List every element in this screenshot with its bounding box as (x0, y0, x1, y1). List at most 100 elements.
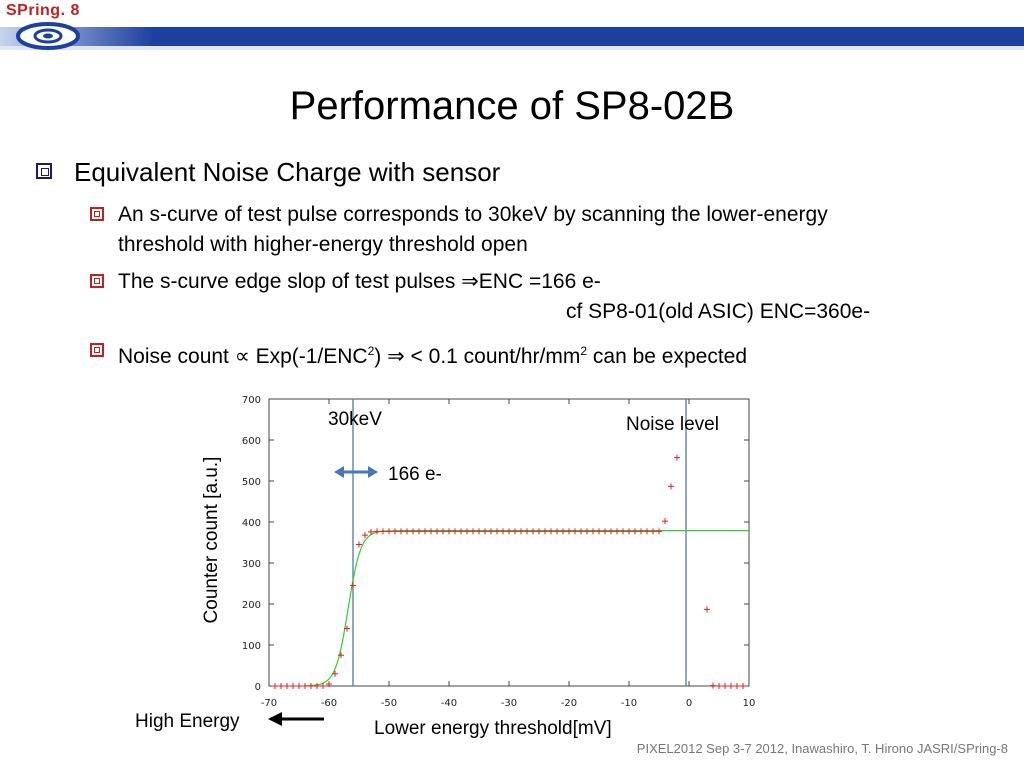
data-point (566, 528, 572, 535)
data-point (386, 528, 392, 535)
data-point (512, 528, 518, 535)
y-tick-label: 300 (242, 559, 261, 570)
y-tick-label: 400 (242, 518, 261, 529)
sub-bullet-box-icon (90, 207, 104, 221)
data-point (632, 528, 638, 535)
data-point (548, 528, 554, 535)
data-point (716, 683, 722, 689)
data-point (554, 528, 560, 535)
x-tick-label: -50 (381, 698, 397, 709)
logo-text: SPring. 8 (6, 2, 80, 19)
label-30kev: 30keV (328, 409, 382, 430)
x-tick-label: -10 (621, 698, 637, 709)
spring8-logo: SPring. 8 (4, 0, 90, 50)
data-point (410, 528, 416, 535)
data-point (488, 528, 494, 535)
data-point (578, 528, 584, 535)
data-point (392, 528, 398, 535)
y-tick-label: 200 (242, 600, 261, 611)
data-point (326, 680, 332, 687)
data-point (290, 683, 296, 689)
y-axis-label: Counter count [a.u.] (201, 456, 222, 624)
y-tick-label: 100 (242, 641, 261, 652)
data-point (350, 582, 356, 589)
sub-bullet-text-line1: An s-curve of test pulse corresponds to … (118, 203, 828, 226)
data-point (296, 683, 302, 689)
left-arrow-icon (268, 712, 324, 726)
data-point (320, 683, 326, 689)
data-point (494, 528, 500, 535)
data-point (704, 606, 710, 613)
data-point (722, 683, 728, 689)
data-point (272, 683, 278, 689)
data-point (434, 528, 440, 535)
x-tick-label: 10 (743, 698, 756, 709)
data-point (530, 528, 536, 535)
data-point (518, 528, 524, 535)
data-point (446, 528, 452, 535)
data-point (638, 528, 644, 535)
data-point (482, 528, 488, 535)
data-point (398, 528, 404, 535)
data-point (308, 683, 314, 689)
data-point (584, 528, 590, 535)
data-point (710, 682, 716, 689)
sub-bullet-text-line2: threshold with higher-energy threshold o… (118, 233, 528, 256)
data-point (590, 528, 596, 535)
data-point (536, 528, 542, 535)
x-axis-label: Lower energy threshold[mV] (374, 718, 612, 739)
data-point (560, 528, 566, 535)
x-tick-label: -70 (261, 698, 277, 709)
x-tick-label: -60 (321, 698, 337, 709)
data-point (332, 670, 338, 677)
x-tick-label: -20 (561, 698, 577, 709)
x-tick-label: 0 (686, 698, 692, 709)
slide-title: Performance of SP8-02B (289, 84, 735, 128)
data-point (620, 528, 626, 535)
plot-frame (268, 398, 750, 687)
spring8-logo-mark (16, 22, 80, 50)
data-point (338, 652, 344, 659)
data-point (656, 528, 662, 535)
bullet-box-icon (36, 163, 52, 179)
data-point (644, 528, 650, 535)
data-point (674, 454, 680, 461)
y-tick-label: 500 (242, 477, 261, 488)
sub-bullet-text: Noise count ∝ Exp(-1/ENC2) ⇒ < 0.1 count… (118, 344, 748, 368)
data-point (464, 528, 470, 535)
data-point (740, 683, 746, 689)
data-point (572, 528, 578, 535)
data-point (500, 528, 506, 535)
data-point (284, 683, 290, 689)
label-noise-level: Noise level (626, 414, 719, 435)
bullet-text: Equivalent Noise Charge with sensor (74, 157, 501, 187)
data-point (476, 528, 482, 535)
data-point (344, 625, 350, 632)
data-point (362, 532, 368, 539)
data-point (422, 528, 428, 535)
footer-citation: PIXEL2012 Sep 3-7 2012, Inawashiro, T. H… (636, 741, 1008, 756)
data-point (506, 528, 512, 535)
label-high-energy: High Energy (135, 711, 240, 732)
data-point (278, 683, 284, 689)
data-point (602, 528, 608, 535)
x-tick-label: -40 (441, 698, 457, 709)
s-curve-chart: -70 -60 -50 -40 -30 -20 -10 0 100100200300400500… (242, 395, 756, 709)
sub-bullet-text-line1: The s-curve edge slop of test pulses ⇒EN… (118, 270, 601, 293)
x-tick-label: -30 (501, 698, 517, 709)
data-point (368, 528, 374, 535)
data-point (458, 528, 464, 535)
data-point (668, 483, 674, 490)
data-point (728, 683, 734, 689)
y-tick-label: 600 (242, 436, 261, 447)
header-band (0, 27, 1024, 50)
y-tick-label: 700 (242, 395, 261, 406)
data-point (470, 528, 476, 535)
data-point (428, 528, 434, 535)
data-point (356, 541, 362, 548)
data-point (416, 528, 422, 535)
sub-bullet-box-icon (90, 343, 104, 357)
data-point (380, 528, 386, 535)
data-point (440, 528, 446, 535)
data-point (608, 528, 614, 535)
